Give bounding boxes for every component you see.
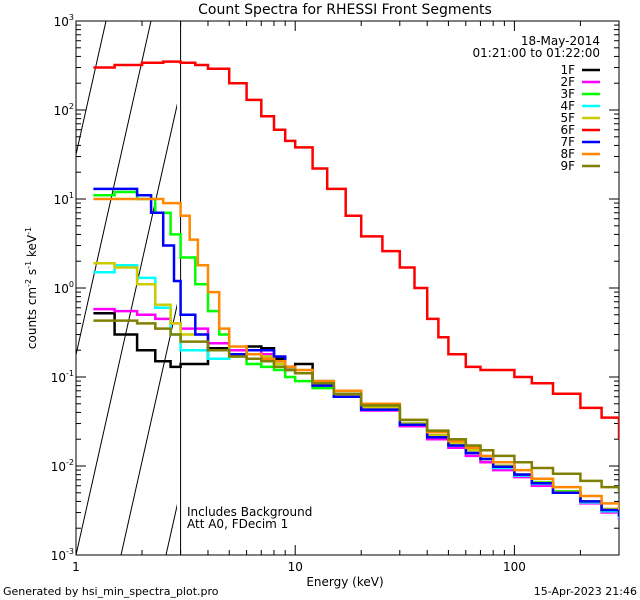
hatch-line xyxy=(0,21,16,555)
y-tick-label: 10-3 xyxy=(51,547,74,563)
hatch-line xyxy=(76,103,177,555)
y-tick-label: 10-1 xyxy=(51,369,74,385)
hatch-line xyxy=(76,21,152,358)
hatch-line xyxy=(391,21,511,555)
series-line-3F xyxy=(93,190,619,516)
hatch-line xyxy=(346,21,466,555)
y-tick-label: 10-2 xyxy=(51,458,74,474)
y-label-sup1: -2 xyxy=(24,279,33,287)
legend-label-3F: 3F xyxy=(560,87,575,101)
legend-label-2F: 2F xyxy=(560,75,575,89)
footer-timestamp: 15-Apr-2023 21:46 xyxy=(534,585,637,598)
hatch-line xyxy=(436,21,556,555)
y-tick-label: 101 xyxy=(54,191,74,207)
annotation-attenuator: Att A0, FDecim 1 xyxy=(187,517,288,531)
series-layer xyxy=(93,60,619,520)
series-line-5F xyxy=(93,261,619,514)
chart-title: Count Spectra for RHESSI Front Segments xyxy=(198,2,492,18)
y-label-base: counts cm xyxy=(25,287,39,349)
y-label-sup3: -1 xyxy=(24,227,33,235)
annotation-background: Includes Background xyxy=(187,505,312,519)
x-tick-label: 1 xyxy=(72,560,80,574)
legend-label-8F: 8F xyxy=(560,147,575,161)
footer-generated-by: Generated by hsi_min_spectra_plot.pro xyxy=(3,585,219,598)
plot-frame xyxy=(75,20,620,556)
hatch-line xyxy=(616,21,640,555)
y-tick-label: 102 xyxy=(54,102,74,118)
legend-label-6F: 6F xyxy=(560,123,575,137)
hatched-region xyxy=(0,21,640,555)
y-axis-label: counts cm-2 s-1 keV-1 xyxy=(24,227,39,349)
series-line-9F xyxy=(93,319,619,493)
series-line-7F xyxy=(93,187,619,517)
x-axis-label: Energy (keV) xyxy=(306,575,383,589)
legend-label-9F: 9F xyxy=(560,159,575,173)
y-axis: 10-3 10-2 10-1 100 101 102 103 xyxy=(51,13,619,563)
y-tick-label: 103 xyxy=(54,13,74,29)
y-tick-label: 100 xyxy=(54,280,74,296)
hatch-line xyxy=(165,503,177,555)
hatch-line xyxy=(211,21,331,555)
hatch-line xyxy=(526,21,640,555)
legend-label-1F: 1F xyxy=(560,63,575,77)
legend-label-4F: 4F xyxy=(560,99,575,113)
series-line-2F xyxy=(93,307,619,520)
hatch-line xyxy=(481,21,601,555)
x-axis: 1 10 100 xyxy=(72,21,620,574)
x-tick-label: 10 xyxy=(288,560,303,574)
hatch-line xyxy=(120,303,177,555)
series-line-6F xyxy=(93,60,619,440)
legend-time-range: 01:21:00 to 01:22:00 xyxy=(473,46,600,60)
legend-label-7F: 7F xyxy=(560,135,575,149)
hatch-line xyxy=(301,21,421,555)
x-tick-label: 100 xyxy=(503,560,526,574)
y-label-mid1: s xyxy=(25,269,39,279)
legend-date: 18-May-2014 xyxy=(521,34,600,48)
y-label-sup2: -1 xyxy=(24,261,33,269)
y-label-mid2: keV xyxy=(25,234,39,261)
hatch-line xyxy=(256,21,376,555)
legend-label-5F: 5F xyxy=(560,111,575,125)
